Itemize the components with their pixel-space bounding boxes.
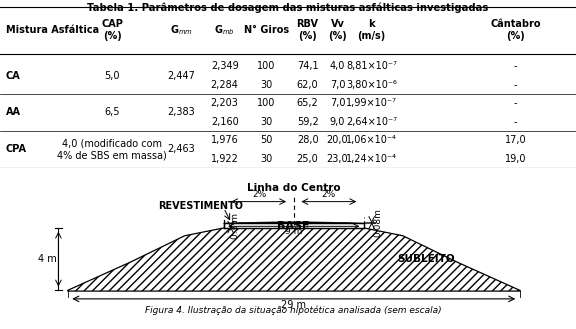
Polygon shape	[223, 223, 364, 228]
Text: 1,976: 1,976	[211, 135, 238, 145]
Text: Tabela 1. Parâmetros de dosagem das misturas asfálticas investigadas: Tabela 1. Parâmetros de dosagem das mist…	[88, 3, 488, 13]
Text: 30: 30	[260, 80, 272, 90]
Text: 17,0: 17,0	[505, 135, 526, 145]
Text: 1,24×10⁻⁴: 1,24×10⁻⁴	[346, 154, 397, 164]
Text: 23,0: 23,0	[327, 154, 348, 164]
Text: Linha do Centro: Linha do Centro	[247, 183, 340, 193]
Text: 28,0: 28,0	[297, 135, 319, 145]
Text: -: -	[514, 61, 517, 71]
Text: 4,0 (modificado com
4% de SBS em massa): 4,0 (modificado com 4% de SBS em massa)	[58, 139, 167, 160]
Text: 2%: 2%	[321, 190, 335, 199]
Text: 6,5: 6,5	[105, 108, 120, 117]
Text: 7,0: 7,0	[330, 98, 345, 108]
Text: 20,0: 20,0	[327, 135, 348, 145]
Text: 4,0: 4,0	[330, 61, 345, 71]
Text: 2,463: 2,463	[168, 144, 195, 154]
Text: 1,06×10⁻⁴: 1,06×10⁻⁴	[346, 135, 397, 145]
Text: 0.3 m: 0.3 m	[230, 213, 240, 239]
Text: 1,99×10⁻⁷: 1,99×10⁻⁷	[346, 98, 397, 108]
Text: -: -	[514, 117, 517, 127]
Text: Mistura Asfáltica: Mistura Asfáltica	[6, 25, 99, 35]
Text: 62,0: 62,0	[297, 80, 319, 90]
Text: 9 m: 9 m	[285, 227, 302, 237]
Text: 1,922: 1,922	[211, 154, 238, 164]
Text: N° Giros: N° Giros	[244, 25, 289, 35]
Text: Figura 4. Ilustração da situação hipotética analisada (sem escala): Figura 4. Ilustração da situação hipotét…	[146, 305, 442, 315]
Text: 5,0: 5,0	[105, 70, 120, 81]
Text: 0.08m: 0.08m	[373, 208, 382, 237]
Text: 9,0: 9,0	[330, 117, 345, 127]
Polygon shape	[223, 222, 364, 223]
Text: k
(m/s): k (m/s)	[357, 19, 386, 41]
Text: G$_{mm}$: G$_{mm}$	[170, 23, 193, 37]
Text: RBV
(%): RBV (%)	[297, 19, 319, 41]
Text: 2,349: 2,349	[211, 61, 238, 71]
Text: G$_{mb}$: G$_{mb}$	[214, 23, 235, 37]
Text: CPA: CPA	[6, 144, 26, 154]
Text: SUBLEITO: SUBLEITO	[397, 254, 455, 264]
Text: -: -	[514, 80, 517, 90]
Text: -: -	[514, 98, 517, 108]
Polygon shape	[68, 228, 520, 291]
Text: 59,2: 59,2	[297, 117, 319, 127]
Text: 74,1: 74,1	[297, 61, 319, 71]
Text: AA: AA	[6, 108, 21, 117]
Text: 2,284: 2,284	[211, 80, 238, 90]
Text: 2,203: 2,203	[211, 98, 238, 108]
Text: Vv
(%): Vv (%)	[328, 19, 347, 41]
Text: 3,80×10⁻⁶: 3,80×10⁻⁶	[346, 80, 397, 90]
Text: 2,64×10⁻⁷: 2,64×10⁻⁷	[346, 117, 397, 127]
Text: CAP
(%): CAP (%)	[101, 19, 123, 41]
Text: 50: 50	[260, 135, 272, 145]
Text: 30: 30	[260, 154, 272, 164]
Text: 7,0: 7,0	[330, 80, 345, 90]
Text: 19,0: 19,0	[505, 154, 526, 164]
Text: 2,160: 2,160	[211, 117, 238, 127]
Text: BASE: BASE	[278, 221, 310, 231]
Text: 2,447: 2,447	[168, 70, 195, 81]
Text: 25,0: 25,0	[297, 154, 319, 164]
Text: 8,81×10⁻⁷: 8,81×10⁻⁷	[346, 61, 397, 71]
Text: REVESTIMENTO: REVESTIMENTO	[158, 201, 242, 211]
Text: 4 m: 4 m	[38, 254, 57, 264]
Text: 30: 30	[260, 117, 272, 127]
Text: 65,2: 65,2	[297, 98, 319, 108]
Text: 29 m: 29 m	[281, 300, 306, 310]
Text: 100: 100	[257, 61, 275, 71]
Text: Cântabro
(%): Cântabro (%)	[490, 19, 541, 41]
Text: 2%: 2%	[252, 190, 267, 199]
Text: 100: 100	[257, 98, 275, 108]
Text: CA: CA	[6, 70, 21, 81]
Text: 2,383: 2,383	[168, 108, 195, 117]
